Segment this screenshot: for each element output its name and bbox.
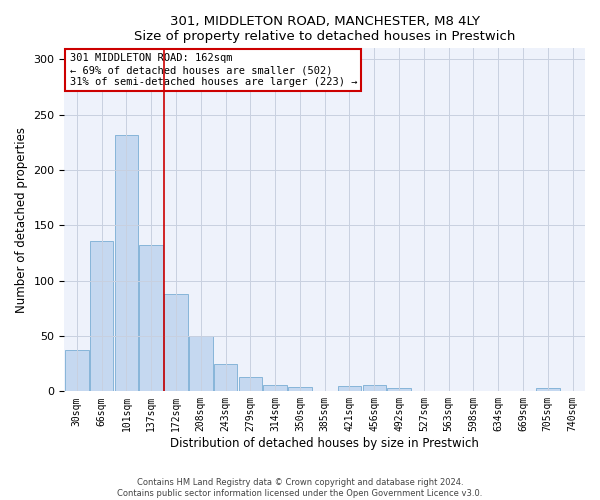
Bar (189, 336, 212, 392)
Bar (263, 384, 287, 392)
Bar (139, 246, 163, 392)
Bar (536, 388, 560, 392)
Text: Contains HM Land Registry data © Crown copyright and database right 2024.
Contai: Contains HM Land Registry data © Crown c… (118, 478, 482, 498)
Y-axis label: Number of detached properties: Number of detached properties (15, 127, 28, 313)
X-axis label: Distribution of detached houses by size in Prestwich: Distribution of detached houses by size … (170, 437, 479, 450)
Bar (214, 364, 238, 392)
Bar (115, 134, 138, 392)
Bar (164, 294, 188, 392)
Text: 301 MIDDLETON ROAD: 162sqm
← 69% of detached houses are smaller (502)
31% of sem: 301 MIDDLETON ROAD: 162sqm ← 69% of deta… (70, 54, 357, 86)
Bar (65, 350, 89, 392)
Bar (338, 386, 361, 392)
Bar (387, 388, 411, 392)
Title: 301, MIDDLETON ROAD, MANCHESTER, M8 4LY
Size of property relative to detached ho: 301, MIDDLETON ROAD, MANCHESTER, M8 4LY … (134, 15, 515, 43)
Bar (239, 377, 262, 392)
Bar (90, 241, 113, 392)
Bar (288, 387, 311, 392)
Bar (362, 384, 386, 392)
